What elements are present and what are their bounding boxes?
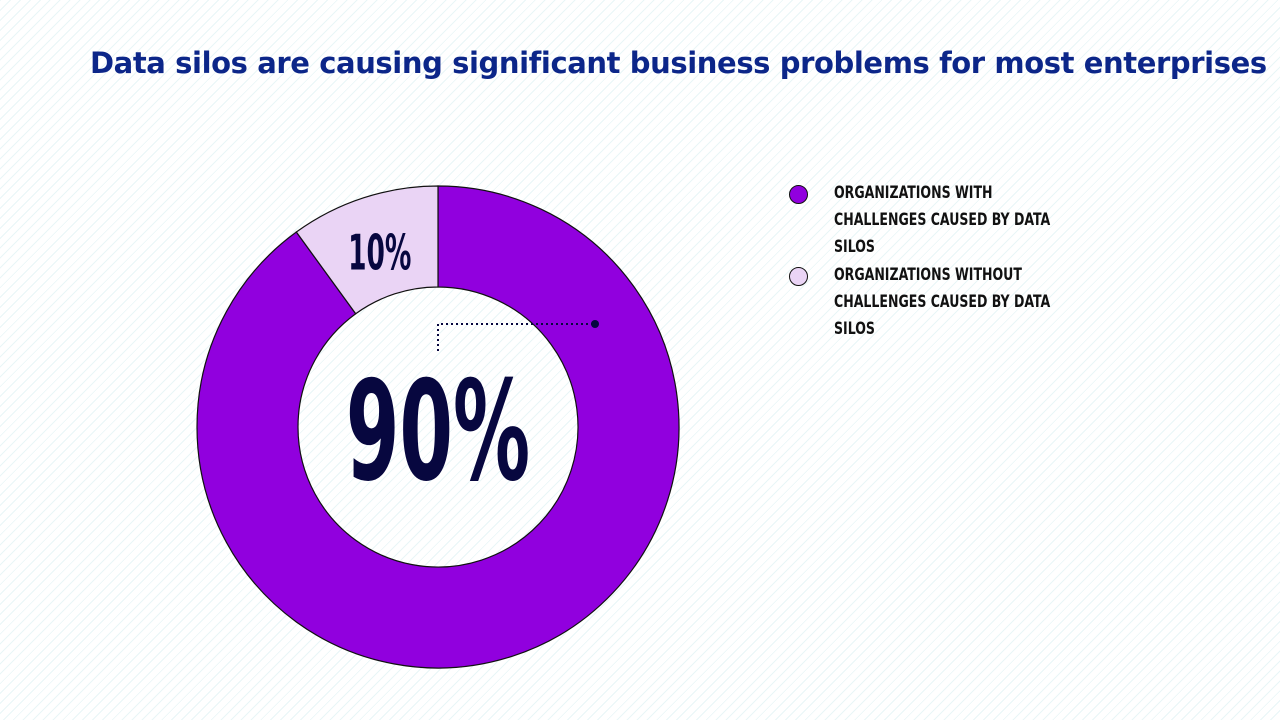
donut-slice-without-challenges (295, 185, 439, 315)
donut-slice-with-challenges (196, 185, 680, 669)
legend-swatch-with-challenges (789, 185, 808, 204)
callout-leader-dot (591, 320, 599, 328)
callout-leader-line (437, 323, 595, 351)
chart-title: Data silos are causing significant busin… (90, 46, 1267, 80)
donut-center-value-label: 90% (346, 352, 530, 513)
donut-slice-label-without-challenges: 10% (348, 224, 411, 282)
legend-label-without-challenges: ORGANIZATIONS WITHOUT CHALLENGES CAUSED … (834, 265, 1051, 339)
donut-chart: 90% 10% (196, 185, 680, 669)
legend-label-with-challenges: ORGANIZATIONS WITH CHALLENGES CAUSED BY … (834, 183, 1051, 257)
legend-swatch-without-challenges (789, 267, 808, 286)
